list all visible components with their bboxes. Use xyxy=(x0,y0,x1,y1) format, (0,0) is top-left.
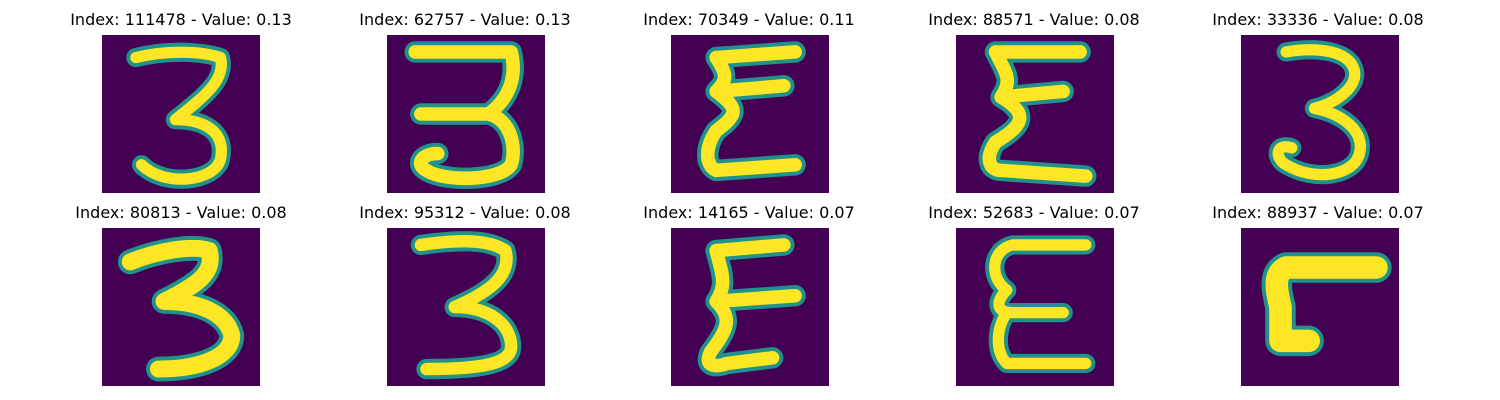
three-icon xyxy=(126,42,231,189)
three-icon xyxy=(404,41,524,189)
panel-title: Index: 80813 - Value: 0.08 xyxy=(75,203,287,222)
panel-title: Index: 14165 - Value: 0.07 xyxy=(643,203,855,222)
digit-image xyxy=(956,228,1114,386)
panel-title: Index: 52683 - Value: 0.07 xyxy=(928,203,1140,222)
panel: Index: 52683 - Value: 0.07 xyxy=(884,203,1184,393)
panel: Index: 88937 - Value: 0.07 xyxy=(1168,203,1468,393)
three-icon xyxy=(117,235,245,382)
panel: Index: 88571 - Value: 0.08 xyxy=(884,10,1184,200)
epsilon-icon xyxy=(697,41,806,182)
panel-title: Index: 111478 - Value: 0.13 xyxy=(70,10,292,29)
panel-title: Index: 33336 - Value: 0.08 xyxy=(1212,10,1424,29)
digit-image xyxy=(102,228,260,386)
epsilon-icon xyxy=(697,234,806,377)
three-icon xyxy=(410,231,522,380)
digit-image xyxy=(1241,228,1399,386)
panel: Index: 95312 - Value: 0.08 xyxy=(315,203,615,393)
corner-icon xyxy=(1261,252,1392,357)
panel: Index: 33336 - Value: 0.08 xyxy=(1168,10,1468,200)
panel-title: Index: 62757 - Value: 0.13 xyxy=(359,10,571,29)
panel-title: Index: 70349 - Value: 0.11 xyxy=(643,10,855,29)
panel: Index: 111478 - Value: 0.13 xyxy=(31,10,331,200)
three-icon xyxy=(1268,40,1370,185)
digit-image xyxy=(387,35,545,193)
panel-title: Index: 88571 - Value: 0.08 xyxy=(928,10,1140,29)
digit-image xyxy=(102,35,260,193)
panel: Index: 70349 - Value: 0.11 xyxy=(599,10,899,200)
panel: Index: 62757 - Value: 0.13 xyxy=(315,10,615,200)
panel: Index: 80813 - Value: 0.08 xyxy=(31,203,331,393)
panel: Index: 14165 - Value: 0.07 xyxy=(599,203,899,393)
epsilon-icon xyxy=(978,41,1097,187)
epsilon-icon xyxy=(985,235,1096,374)
digit-image xyxy=(956,35,1114,193)
digit-image xyxy=(671,228,829,386)
digit-image xyxy=(1241,35,1399,193)
panel-title: Index: 95312 - Value: 0.08 xyxy=(359,203,571,222)
digit-image xyxy=(671,35,829,193)
panel-title: Index: 88937 - Value: 0.07 xyxy=(1212,203,1424,222)
digit-image xyxy=(387,228,545,386)
